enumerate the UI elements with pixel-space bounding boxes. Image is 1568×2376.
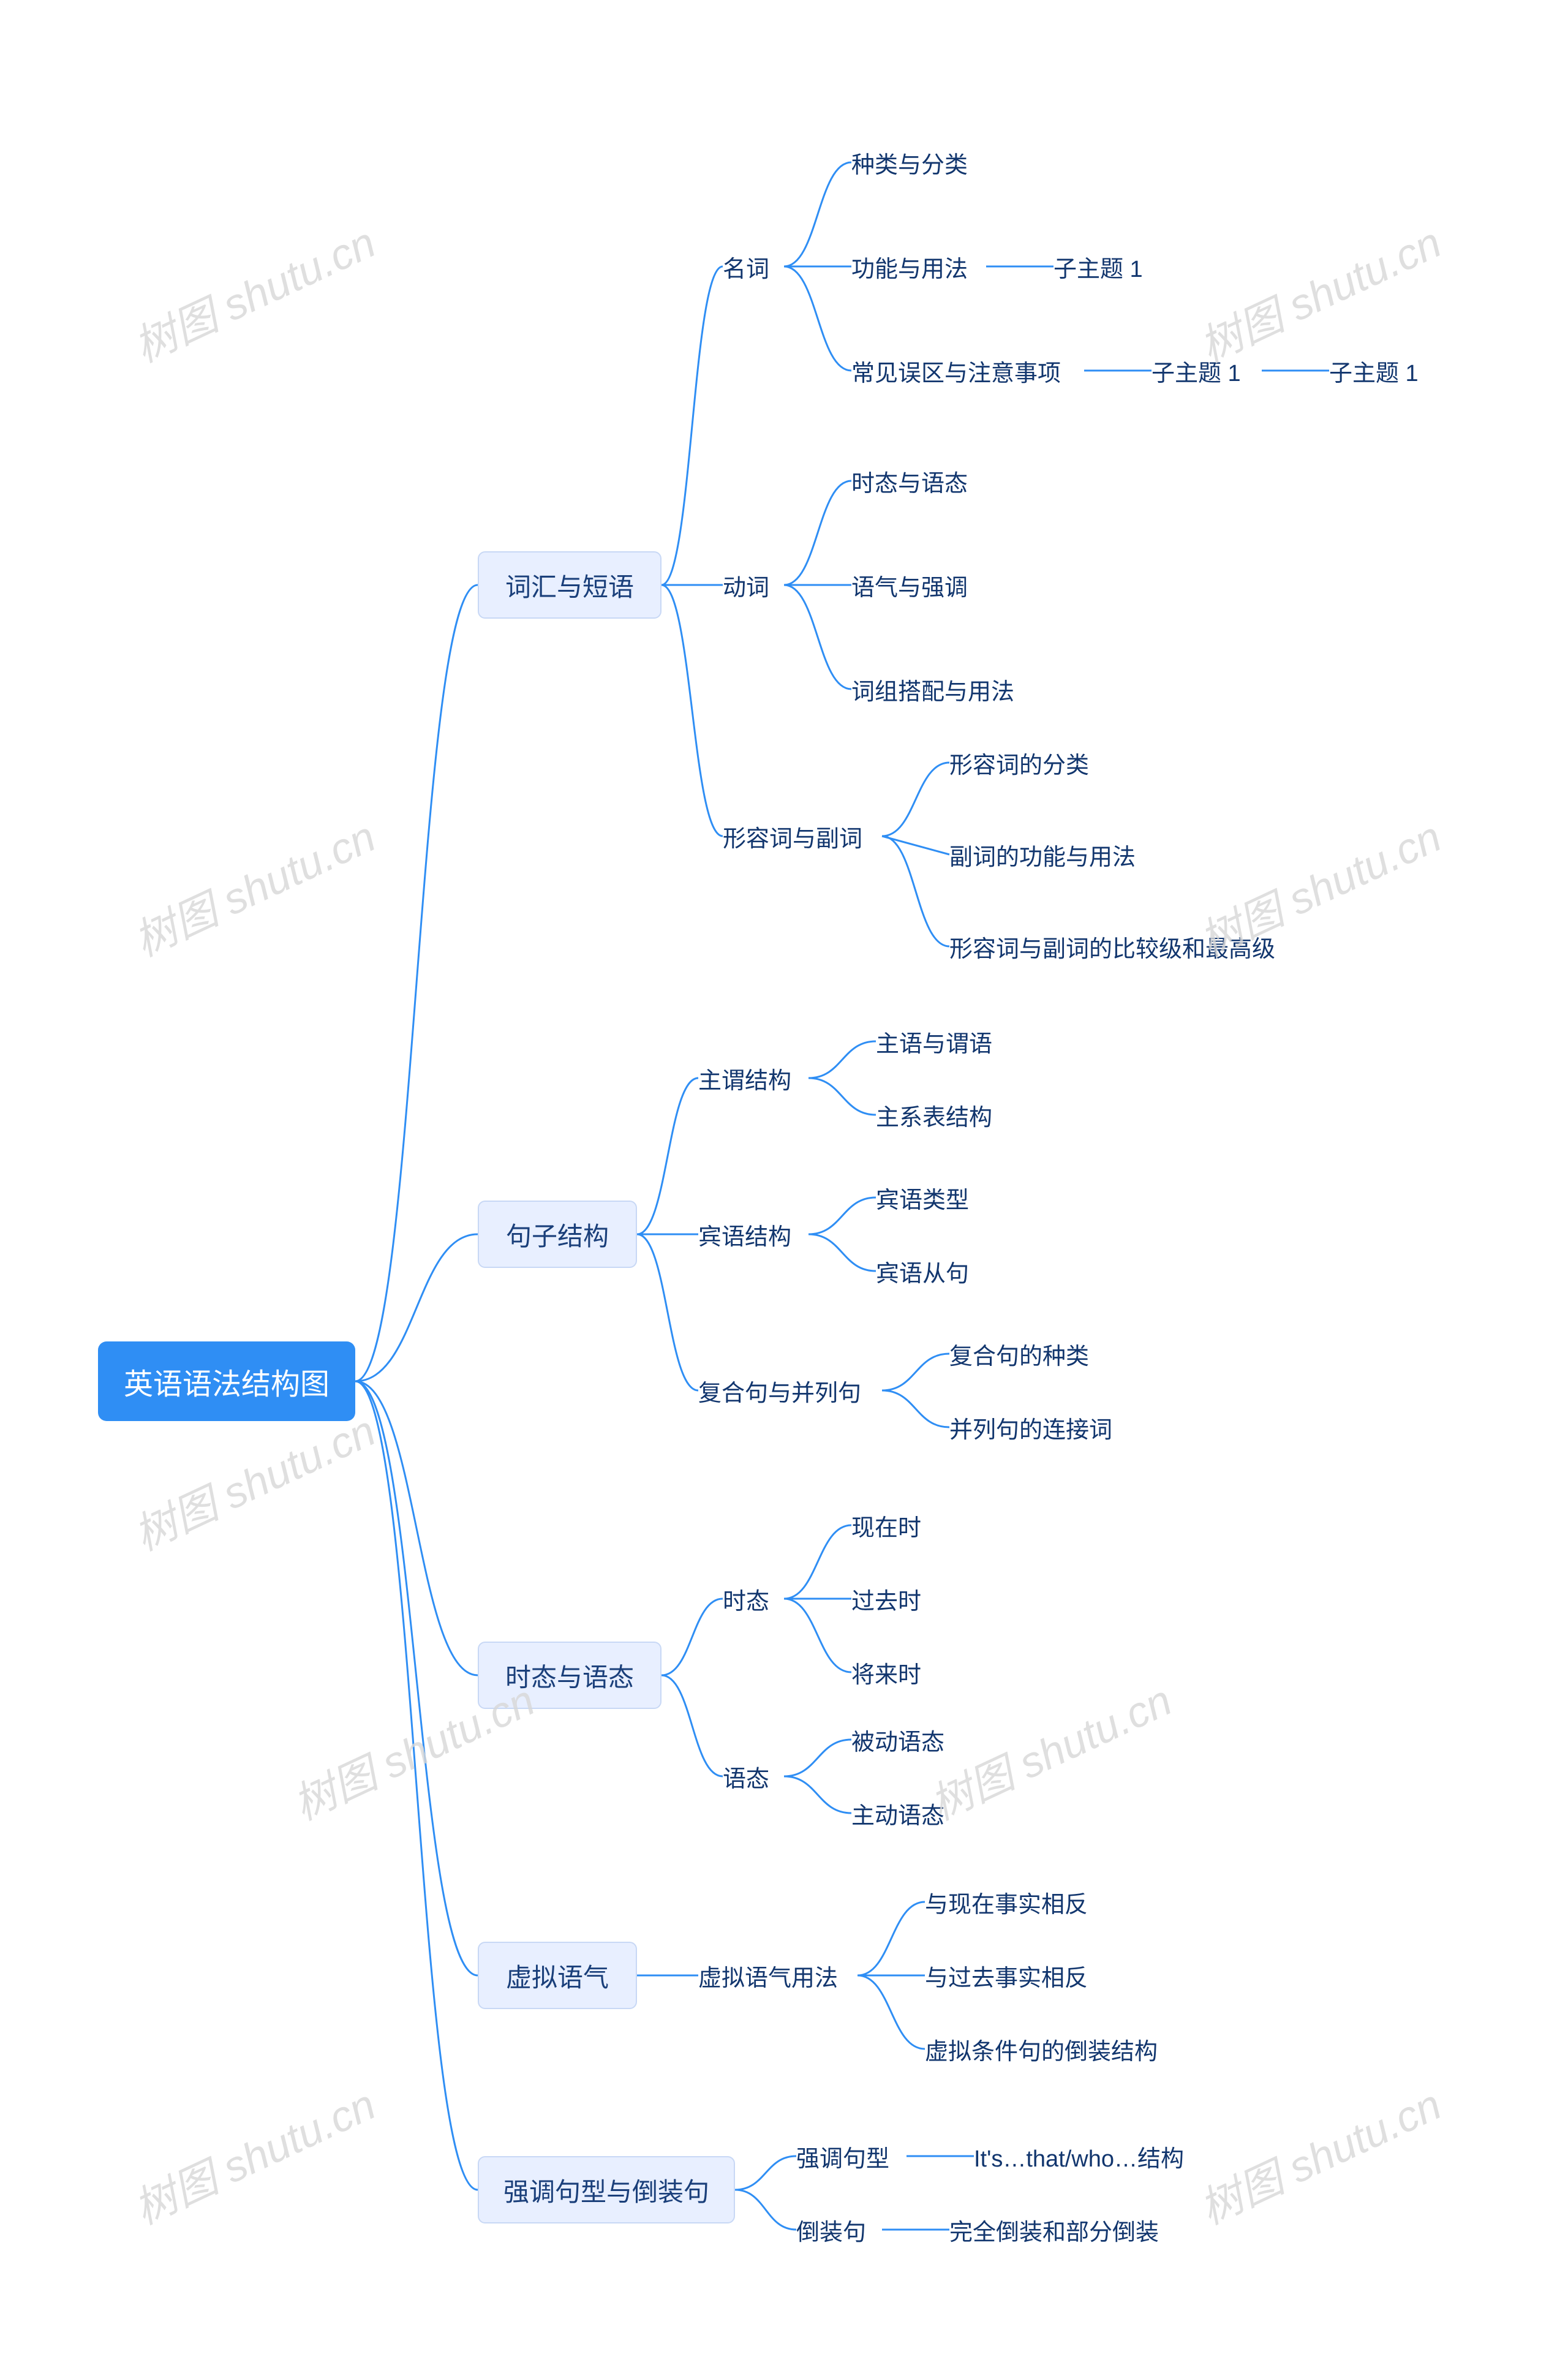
node-b2c1a[interactable]: 主语与谓语 <box>876 1023 1011 1060</box>
node-b1c3c[interactable]: 形容词与副词的比较级和最高级 <box>949 928 1292 965</box>
node-b2[interactable]: 句子结构 <box>478 1201 637 1268</box>
node-b5[interactable]: 强调句型与倒装句 <box>478 2156 735 2223</box>
node-b1c3b[interactable]: 副词的功能与用法 <box>949 836 1158 873</box>
node-b4[interactable]: 虚拟语气 <box>478 1942 637 2009</box>
node-b1c3a[interactable]: 形容词的分类 <box>949 744 1109 781</box>
node-b1c1c1[interactable]: 子主题 1 <box>1152 352 1262 389</box>
node-b4c1c[interactable]: 虚拟条件句的倒装结构 <box>925 2031 1182 2067</box>
node-b3c1a[interactable]: 现在时 <box>851 1507 937 1544</box>
node-b1c1[interactable]: 名词 <box>723 248 784 285</box>
node-b2c2[interactable]: 宾语结构 <box>698 1216 809 1253</box>
node-b5c1a[interactable]: It's…that/who…结构 <box>974 2138 1231 2174</box>
node-b2c1b[interactable]: 主系表结构 <box>876 1096 1011 1133</box>
node-root[interactable]: 英语语法结构图 <box>98 1341 355 1421</box>
watermark: 树图 shutu.cn <box>123 1397 384 1563</box>
node-b2c2b[interactable]: 宾语从句 <box>876 1253 986 1289</box>
mindmap-canvas: 英语语法结构图词汇与短语句子结构时态与语态虚拟语气强调句型与倒装句名词动词形容词… <box>0 0 1568 2376</box>
node-b1c2c[interactable]: 词组搭配与用法 <box>851 671 1035 707</box>
node-b5c2[interactable]: 倒装句 <box>796 2211 882 2248</box>
node-b3c2b[interactable]: 主动语态 <box>851 1795 962 1831</box>
node-b3c2[interactable]: 语态 <box>723 1758 784 1795</box>
watermark: 树图 shutu.cn <box>123 2071 384 2237</box>
node-b1c1c1a[interactable]: 子主题 1 <box>1329 352 1439 389</box>
node-b3c2a[interactable]: 被动语态 <box>851 1721 962 1758</box>
node-b1c1b1[interactable]: 子主题 1 <box>1054 248 1164 285</box>
node-b3[interactable]: 时态与语态 <box>478 1642 662 1709</box>
watermark: 树图 shutu.cn <box>123 209 384 375</box>
node-b2c3a[interactable]: 复合句的种类 <box>949 1335 1109 1372</box>
node-b2c1[interactable]: 主谓结构 <box>698 1060 809 1096</box>
node-b2c2a[interactable]: 宾语类型 <box>876 1179 986 1216</box>
node-b1[interactable]: 词汇与短语 <box>478 551 662 619</box>
node-b5c1[interactable]: 强调句型 <box>796 2138 907 2174</box>
watermark: 树图 shutu.cn <box>1188 209 1450 375</box>
node-b3c1b[interactable]: 过去时 <box>851 1580 937 1617</box>
node-b4c1b[interactable]: 与过去事实相反 <box>925 1957 1109 1994</box>
node-b4c1[interactable]: 虚拟语气用法 <box>698 1957 858 1994</box>
node-b1c2a[interactable]: 时态与语态 <box>851 462 986 499</box>
watermark: 树图 shutu.cn <box>123 803 384 969</box>
node-b4c1a[interactable]: 与现在事实相反 <box>925 1884 1109 1920</box>
node-b3c1c[interactable]: 将来时 <box>851 1654 937 1691</box>
node-b1c2[interactable]: 动词 <box>723 567 784 603</box>
node-b2c3[interactable]: 复合句与并列句 <box>698 1372 882 1409</box>
node-b1c2b[interactable]: 语气与强调 <box>851 567 986 603</box>
node-b1c1a[interactable]: 种类与分类 <box>851 144 986 181</box>
node-b1c1c[interactable]: 常见误区与注意事项 <box>851 352 1084 389</box>
node-b1c3[interactable]: 形容词与副词 <box>723 818 882 854</box>
node-b2c3b[interactable]: 并列句的连接词 <box>949 1409 1133 1446</box>
node-b1c1b[interactable]: 功能与用法 <box>851 248 986 285</box>
node-b3c1[interactable]: 时态 <box>723 1580 784 1617</box>
node-b5c2a[interactable]: 完全倒装和部分倒装 <box>949 2211 1182 2248</box>
